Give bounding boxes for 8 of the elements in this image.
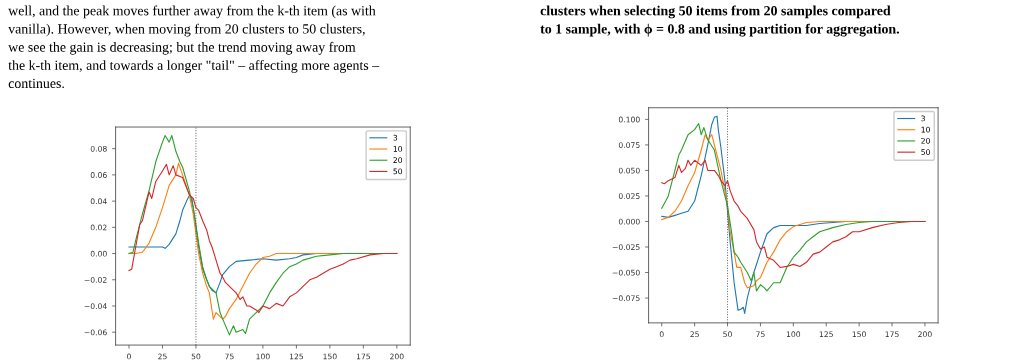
text: vanilla). However, when moving from 20 clusters to 50 clusters, xyxy=(8,23,365,37)
text: we see the gain is decreasing; but the trend moving away from xyxy=(8,41,356,55)
text: continues. xyxy=(8,78,64,89)
line-series xyxy=(661,159,926,268)
text: the k-th item, and towards a longer "tail" – affecting more agents – xyxy=(8,60,380,73)
text: to 1 sample, with ϕ = 0.8 and using partition for aggregation. xyxy=(540,23,900,37)
text: clusters when selecting 50 items from 20 samples compared xyxy=(540,5,891,19)
text: well, and the peak moves further away from the k-th item (as with xyxy=(8,5,376,19)
